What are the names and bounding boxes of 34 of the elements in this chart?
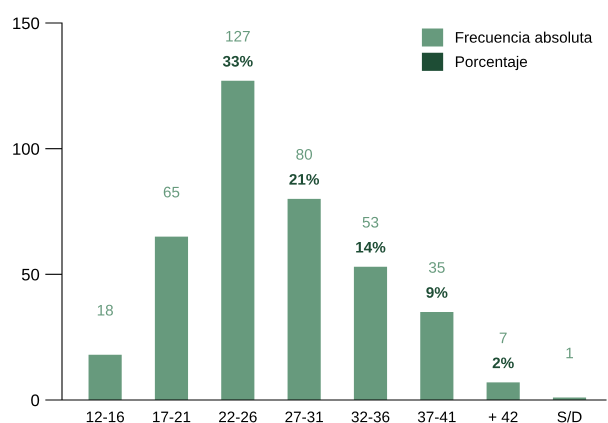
bar bbox=[221, 80, 254, 400]
annotation: 33% bbox=[222, 56, 253, 67]
annotation: 14% bbox=[356, 242, 386, 253]
legend-label: Porcentaje bbox=[456, 56, 528, 70]
annotation: 2% bbox=[492, 357, 514, 368]
data-label: 18 bbox=[98, 304, 113, 316]
bar bbox=[288, 198, 321, 400]
x-tick-label: 12-16 bbox=[86, 412, 124, 422]
bar bbox=[420, 312, 454, 400]
data-label: 1 bbox=[566, 348, 574, 358]
data-label: 35 bbox=[428, 262, 445, 273]
x-tick-label: 17-21 bbox=[153, 412, 190, 422]
bar bbox=[486, 382, 520, 400]
x-tick-label: + 42 bbox=[488, 412, 518, 422]
data-label: 7 bbox=[500, 332, 507, 344]
annotation: 9% bbox=[426, 287, 448, 298]
x-tick-label: S/D bbox=[557, 411, 582, 422]
bar bbox=[354, 266, 388, 400]
data-label: 127 bbox=[226, 30, 250, 42]
data-label: 65 bbox=[164, 186, 180, 198]
x-tick-label: 27-31 bbox=[285, 412, 323, 422]
x-tick-label: 37-41 bbox=[418, 412, 456, 422]
x-tick-label: 32-36 bbox=[352, 412, 390, 422]
y-tick-label: 150 bbox=[13, 17, 40, 30]
y-tick-label: 0 bbox=[31, 394, 40, 406]
annotation: 21% bbox=[289, 174, 320, 185]
bar bbox=[88, 354, 122, 400]
x-tick-label: 22-26 bbox=[219, 412, 257, 422]
bar bbox=[154, 236, 188, 400]
legend-label: Frecuencia absoluta bbox=[456, 32, 592, 43]
data-label: 80 bbox=[296, 148, 312, 160]
data-label: 53 bbox=[362, 216, 378, 228]
y-tick-label: 50 bbox=[22, 268, 40, 281]
y-tick-label: 100 bbox=[13, 143, 40, 155]
